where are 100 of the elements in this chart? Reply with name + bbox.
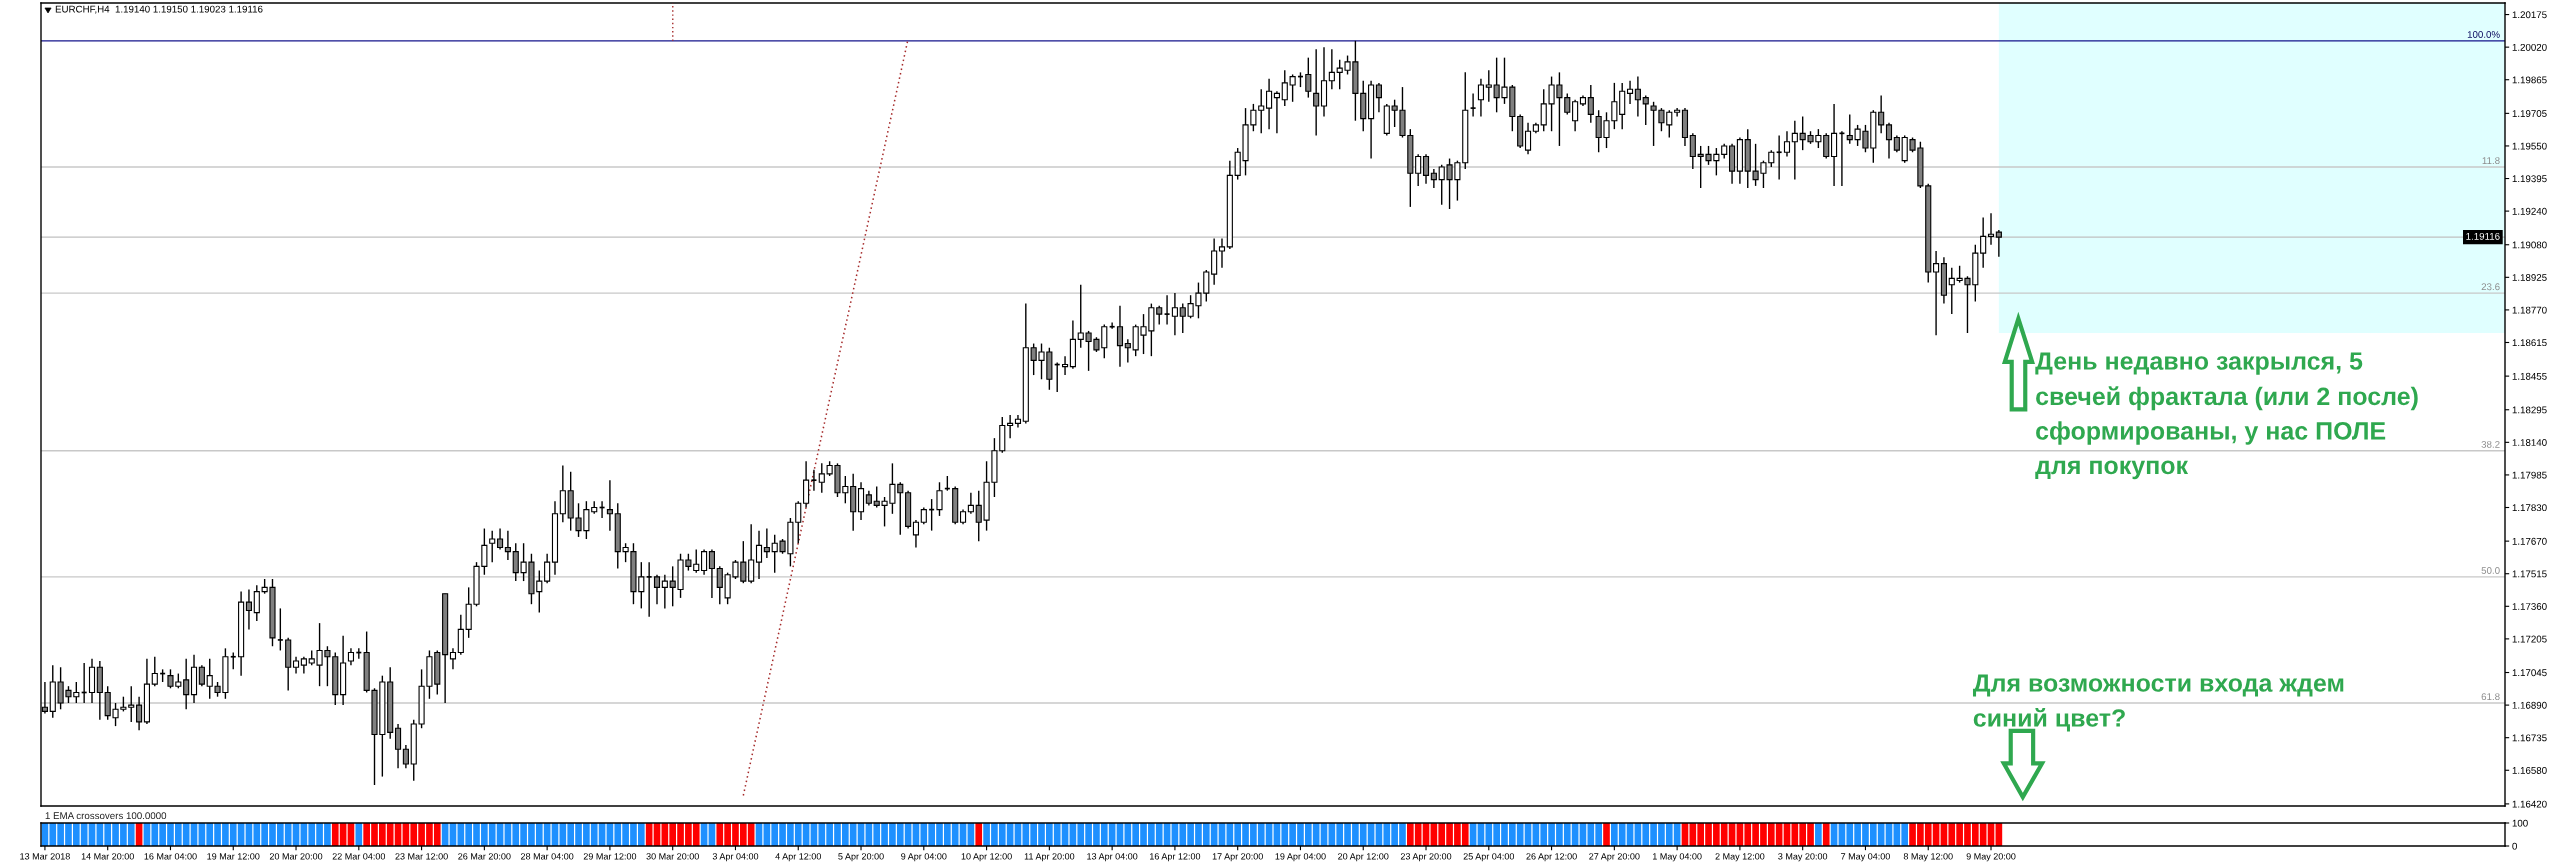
- candlestick: [1572, 99, 1579, 132]
- y-tick-label: 1.16420: [2512, 800, 2547, 808]
- candlestick: [1266, 77, 1273, 130]
- y-tick-label: 100: [2512, 819, 2528, 827]
- candlestick: [496, 527, 504, 551]
- candlestick: [1775, 134, 1783, 181]
- y-tick-label: 1.19395: [2512, 175, 2547, 183]
- candlestick: [857, 481, 865, 521]
- candlestick: [1430, 168, 1437, 189]
- candlestick: [606, 479, 613, 532]
- annotation: 61.8: [2481, 693, 2500, 701]
- chart-title: EURCHF,H4 1.19140 1.19150 1.19023 1.19116: [55, 5, 263, 14]
- candlestick: [1642, 94, 1649, 126]
- candlestick: [810, 468, 818, 492]
- y-tick-label: 1.17360: [2512, 603, 2547, 610]
- ref-line-label: 1.19116: [2466, 232, 2500, 240]
- y-tick-label: 1.18455: [2512, 372, 2547, 380]
- x-tick-label: 9 May 20:00: [1966, 853, 2016, 862]
- y-tick-label: 1.18615: [2512, 339, 2547, 347]
- candlestick: [1313, 48, 1320, 137]
- candlestick: [1783, 130, 1791, 158]
- candlestick: [402, 744, 409, 769]
- candlestick: [457, 614, 464, 656]
- x-tick-label: 11 Apr 20:00: [1024, 853, 1075, 862]
- candlestick: [544, 553, 551, 584]
- candlestick: [245, 588, 253, 631]
- x-tick-label: 23 Mar 12:00: [395, 853, 448, 860]
- candlestick: [967, 492, 974, 515]
- candlestick: [1987, 212, 1995, 246]
- x-tick-label: 27 Apr 20:00: [1589, 853, 1640, 862]
- candlestick: [1163, 294, 1171, 326]
- x-tick-label: 26 Apr 12:00: [1526, 853, 1577, 862]
- candlestick: [1218, 237, 1226, 269]
- y-tick-label: 1.18140: [2512, 439, 2547, 446]
- x-tick-label: 3 May 20:00: [1778, 853, 1828, 862]
- x-tick-label: 9 Apr 04:00: [901, 853, 947, 862]
- x-tick-label: 13 Apr 04:00: [1087, 853, 1138, 862]
- candlestick: [912, 519, 920, 549]
- y-tick-label: 1.20175: [2512, 11, 2547, 19]
- candlestick: [1273, 90, 1280, 135]
- chart-title: 1 EMA crossovers 100.0000: [45, 812, 167, 820]
- x-tick-label: 16 Mar 04:00: [144, 853, 197, 860]
- candlestick: [489, 529, 496, 563]
- y-tick-label: 1.19705: [2512, 110, 2547, 117]
- x-tick-label: 23 Apr 20:00: [1400, 853, 1452, 862]
- candlestick: [1885, 122, 1893, 160]
- y-tick-label: 1.19550: [2512, 142, 2547, 150]
- annotation: 23.6: [2481, 283, 2500, 291]
- candlestick: [763, 527, 770, 559]
- candlestick: [504, 529, 511, 561]
- annotation: 38.2: [2481, 440, 2500, 448]
- candlestick: [1171, 292, 1178, 336]
- candlestick: [183, 658, 190, 710]
- candlestick: [1689, 132, 1696, 170]
- x-tick-label: 20 Apr 12:00: [1338, 853, 1389, 862]
- x-tick-label: 17 Apr 20:00: [1212, 853, 1263, 862]
- x-tick-label: 14 Mar 20:00: [81, 853, 134, 860]
- candlestick: [1124, 338, 1131, 364]
- y-tick-label: 1.20020: [2512, 43, 2547, 51]
- candlestick: [1831, 103, 1838, 187]
- candlestick: [449, 647, 457, 671]
- candlestick: [653, 574, 661, 605]
- x-tick-label: 13 Mar 2018: [20, 853, 70, 860]
- candlestick: [1587, 84, 1594, 124]
- candlestick: [1211, 237, 1218, 286]
- annotation: 11.8: [2482, 157, 2500, 165]
- y-tick-label: 1.16735: [2512, 734, 2547, 742]
- x-tick-label: 30 Mar 20:00: [646, 853, 699, 860]
- x-tick-label: 7 May 04:00: [1841, 853, 1890, 862]
- annotation: Для возможности входа ждем синий цвет?: [1972, 674, 2344, 732]
- y-tick-label: 1.17985: [2512, 471, 2547, 479]
- candlestick: [1061, 355, 1069, 376]
- annotation: 50.0: [2481, 567, 2500, 574]
- candlestick: [1007, 414, 1014, 439]
- x-tick-label: 28 Mar 04:00: [521, 853, 574, 860]
- x-tick-label: 10 Apr 12:00: [961, 853, 1012, 862]
- candlestick: [661, 574, 668, 610]
- y-tick-label: 1.16580: [2512, 767, 2547, 774]
- x-tick-label: 4 Apr 12:00: [775, 853, 821, 862]
- candlestick: [748, 523, 755, 584]
- candlestick: [708, 548, 715, 599]
- candlestick: [276, 607, 284, 652]
- candlestick: [1626, 80, 1634, 105]
- x-tick-label: 22 Mar 04:00: [332, 853, 386, 860]
- y-tick-label: 1.17205: [2512, 635, 2547, 643]
- candlestick: [1305, 56, 1312, 99]
- y-tick-label: 1.18295: [2512, 406, 2547, 414]
- candlestick: [645, 561, 653, 618]
- y-tick-label: 1.17670: [2512, 537, 2547, 545]
- annotation: День недавно закрылся, 5 свечей фрактала (или 2 после) сформированы, у нас ПОЛЕ для покупок: [2035, 352, 2418, 480]
- candlestick: [803, 460, 810, 509]
- candlestick: [1524, 122, 1532, 156]
- candlestick: [1980, 216, 1987, 269]
- candlestick: [1933, 250, 1940, 336]
- x-tick-label: 19 Apr 04:00: [1275, 853, 1326, 862]
- y-tick-label: 1.19080: [2512, 241, 2547, 249]
- x-tick-label: 25 Apr 04:00: [1463, 853, 1515, 862]
- candlestick: [1415, 153, 1422, 187]
- candlestick: [198, 664, 205, 687]
- candlestick: [1422, 153, 1430, 185]
